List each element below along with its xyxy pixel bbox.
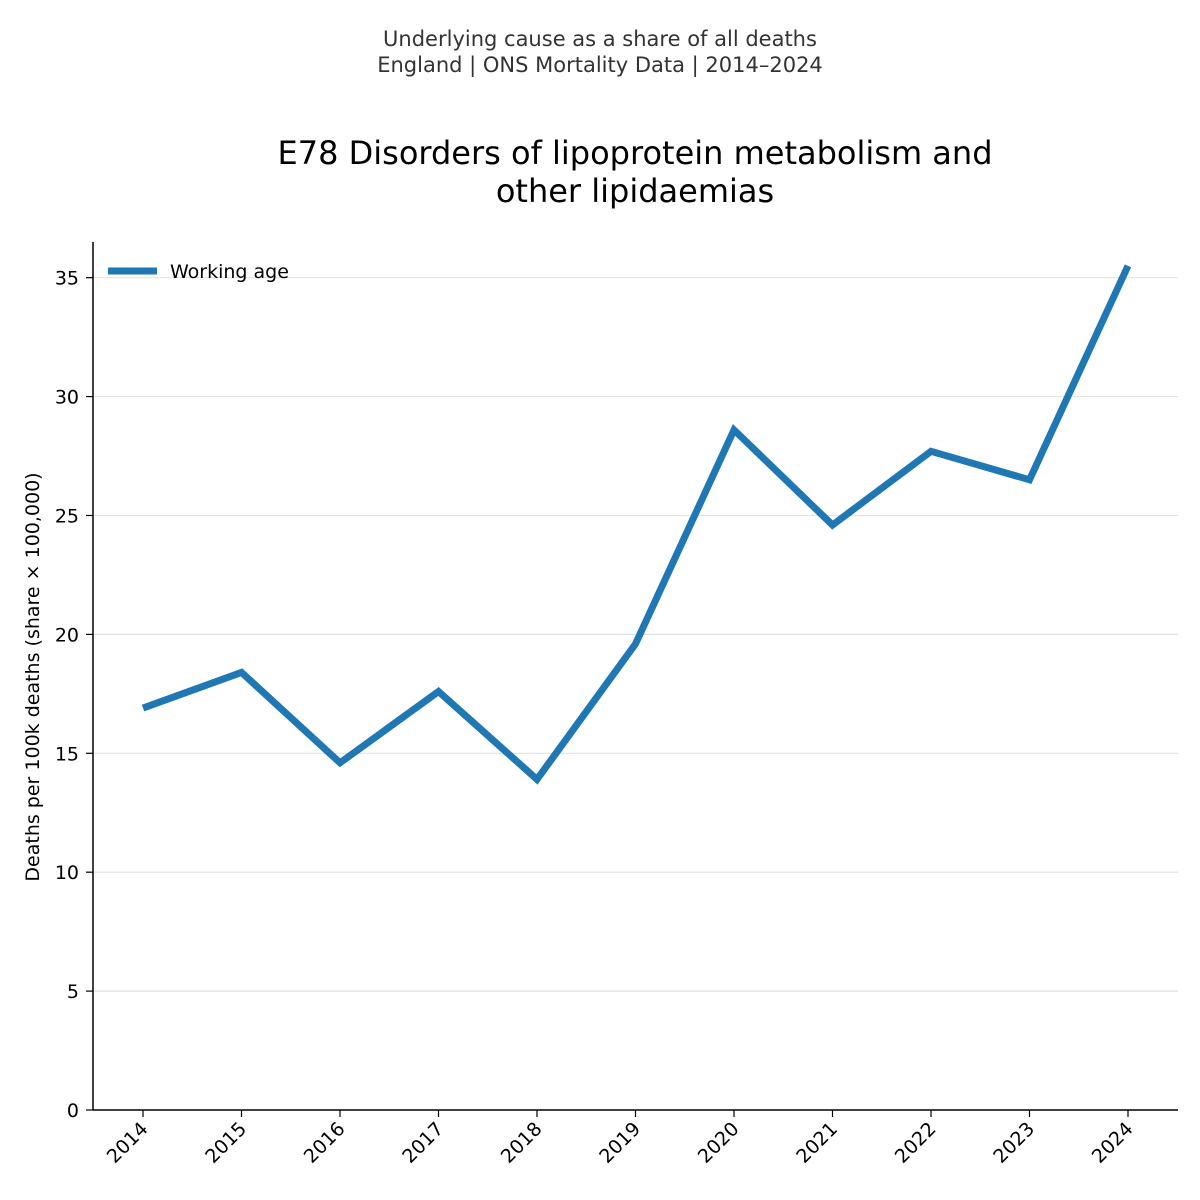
- x-ticks: 2014 2015 2016 2017 2018 2019 2020 2021 2022 2023…: [103, 1110, 1138, 1168]
- y-tick-label: 25: [55, 505, 79, 527]
- y-tick-label: 30: [55, 387, 79, 409]
- y-tick-label: 0: [67, 1100, 79, 1122]
- x-tick-label: 2017: [398, 1118, 448, 1168]
- series-line-working-age: [141, 264, 1132, 785]
- x-tick-label: 2019: [595, 1118, 645, 1168]
- suptitle-line-1: Underlying cause as a share of all death…: [383, 27, 817, 51]
- y-axis-label: Deaths per 100k deaths (share × 100,000): [22, 472, 44, 881]
- x-tick-label: 2022: [891, 1118, 941, 1168]
- chart-title-line-1: E78 Disorders of lipoprotein metabolism …: [277, 134, 993, 172]
- axes: [92, 242, 1178, 1111]
- series-lines: [141, 264, 1132, 785]
- chart-title-line-2: other lipidaemias: [495, 172, 775, 210]
- suptitle-line-2: England | ONS Mortality Data | 2014–2024: [377, 53, 823, 77]
- x-tick-label: 2020: [694, 1118, 744, 1168]
- y-tick-label: 5: [67, 981, 79, 1003]
- x-tick-label: 2014: [103, 1118, 153, 1168]
- x-tick-label: 2018: [497, 1118, 547, 1168]
- legend: Working age: [108, 261, 289, 283]
- x-tick-label: 2024: [1088, 1118, 1138, 1168]
- y-tick-label: 15: [55, 743, 79, 765]
- y-tick-label: 10: [55, 862, 79, 884]
- x-tick-label: 2021: [792, 1118, 842, 1168]
- y-tick-label: 35: [55, 268, 79, 290]
- x-tick-label: 2016: [300, 1118, 350, 1168]
- legend-label: Working age: [170, 261, 289, 283]
- x-tick-label: 2023: [989, 1118, 1039, 1168]
- gridlines: [93, 277, 1178, 992]
- y-tick-label: 20: [55, 624, 79, 646]
- y-ticks: 0 5 10 15 20 25 30 35: [55, 268, 93, 1122]
- x-tick-label: 2015: [201, 1118, 251, 1168]
